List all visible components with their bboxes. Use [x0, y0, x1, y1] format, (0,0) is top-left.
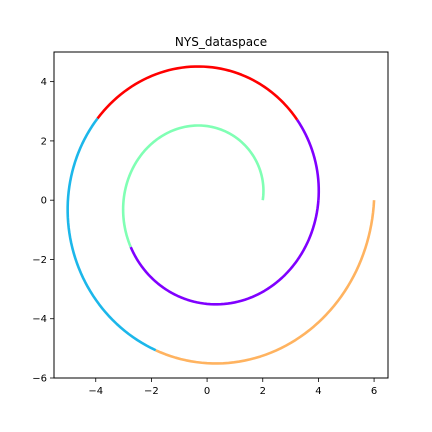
y-tick-label: −4	[32, 314, 47, 325]
x-axis: −4 −2 0 2 4 6	[88, 378, 377, 397]
x-tick-label: 6	[371, 386, 377, 397]
y-axis: −6 −4 −2 0 2 4	[32, 77, 54, 385]
x-tick-label: 0	[204, 386, 210, 397]
y-tick-label: 4	[41, 77, 47, 88]
x-tick-label: −4	[88, 386, 103, 397]
x-tick-label: 2	[260, 386, 266, 397]
spiral-segment-3	[296, 119, 321, 201]
y-tick-label: −2	[32, 255, 47, 266]
spiral-segment-1	[121, 124, 265, 248]
x-tick-label: −2	[144, 386, 159, 397]
series-layer	[66, 65, 376, 365]
spiral-segment-5	[66, 117, 157, 352]
y-tick-label: 2	[41, 136, 47, 147]
chart-title: NYS_dataspace	[175, 35, 267, 49]
plot-frame	[53, 51, 389, 379]
x-tick-label: 4	[315, 386, 321, 397]
spiral-segment-4	[96, 65, 299, 121]
spiral-segment-2	[129, 200, 320, 306]
y-tick-label: 0	[41, 196, 47, 207]
spiral-segment-6	[155, 200, 376, 365]
y-tick-label: −6	[32, 374, 47, 385]
